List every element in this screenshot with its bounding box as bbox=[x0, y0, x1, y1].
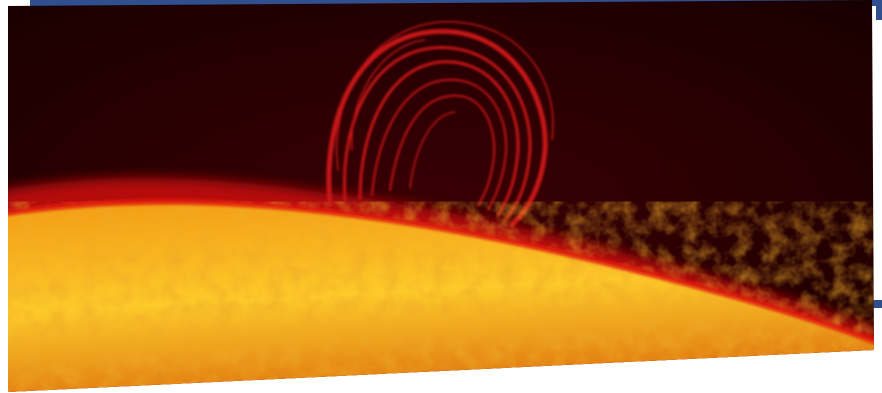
frame-accent-right bbox=[876, 0, 882, 20]
